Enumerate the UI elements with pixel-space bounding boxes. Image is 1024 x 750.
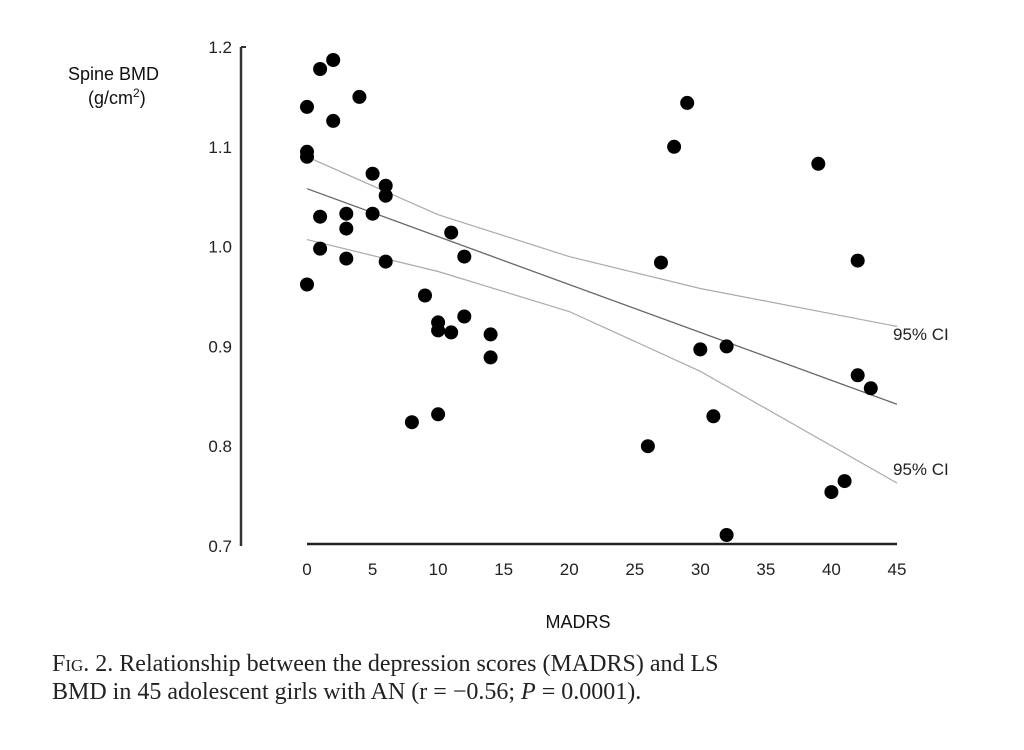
data-point [719,339,734,354]
data-point [378,188,393,203]
scatter-chart: 0.7 0.8 0.9 1.0 1.1 1.2 0 5 10 15 20 25 30 35 40 45 Sp… [68,38,949,632]
data-point [863,381,878,396]
x-tick-label: 35 [756,560,775,579]
x-tick-labels: 0 5 10 15 20 25 30 35 40 45 [302,560,906,579]
data-point [680,95,695,110]
data-point [378,178,393,193]
data-point [706,409,721,424]
data-point [418,288,432,303]
x-tick-label: 5 [368,560,377,579]
data-point [313,241,328,256]
data-point [431,407,446,422]
caption-line1: Relationship between the depression scor… [113,651,719,677]
data-point [667,139,682,154]
data-point [313,62,328,76]
data-point [300,149,314,164]
ci-lower-line [306,239,898,484]
x-tick-label: 45 [888,560,907,579]
x-tick-label: 15 [494,560,513,579]
data-point [300,277,314,292]
y-tick-label: 1.1 [208,138,232,157]
data-point [444,225,459,240]
x-tick-label: 30 [691,560,710,579]
caption-line2a: BMD in 45 adolescent girls with AN (r = … [52,679,522,705]
axes [239,46,897,546]
data-point [850,368,865,383]
data-point [313,209,328,224]
data-point [850,253,865,268]
data-point [339,206,354,221]
y-axis-unit-base: (g/cm [88,88,133,108]
data-point [404,415,419,430]
data-point [339,221,354,236]
y-axis-unit: (g/cm2) [88,86,146,108]
caption-fig-number: 2. [89,651,114,677]
data-point [483,350,498,365]
data-point [719,528,734,542]
caption-line2b: = 0.0001). [535,679,642,705]
y-axis-unit-end: ) [140,88,146,108]
ci-upper-line [306,156,898,327]
x-tick-label: 40 [822,560,841,579]
data-point [483,327,498,342]
data-point [640,439,655,454]
ci-lower-label: 95% CI [893,460,949,479]
data-point [365,206,380,221]
caption-fig-prefix: Fig. [52,651,90,677]
data-point [326,113,341,128]
data-point [378,254,393,269]
data-point [300,99,314,114]
fit-lines [306,156,898,484]
figure-caption: Fig. 2. Relationship between the depress… [52,650,992,706]
y-axis-title: Spine BMD [68,64,159,84]
data-point [431,323,446,338]
data-point [339,251,354,266]
x-tick-label: 20 [560,560,579,579]
y-tick-label: 0.8 [208,437,232,456]
data-point [457,249,472,264]
y-tick-label: 0.9 [208,337,232,356]
data-points [300,53,878,542]
y-tick-label: 0.7 [208,537,232,556]
data-point [365,166,380,181]
x-tick-label: 0 [302,560,311,579]
ci-upper-label: 95% CI [893,325,949,344]
y-tick-label: 1.0 [208,238,232,257]
data-point [811,156,826,171]
data-point [824,485,839,500]
y-axis-unit-sup: 2 [133,86,140,100]
data-point [352,89,367,104]
x-tick-label: 25 [625,560,644,579]
data-point [693,342,708,357]
regression-line [306,188,898,405]
data-point [457,309,472,324]
x-axis-title: MADRS [545,612,610,632]
caption-p: P [521,679,536,705]
data-point [654,255,668,270]
data-point [326,53,341,67]
data-point [837,474,852,489]
x-tick-label: 10 [429,560,448,579]
data-point [444,325,459,340]
y-tick-label: 1.2 [208,38,232,57]
y-tick-labels: 0.7 0.8 0.9 1.0 1.1 1.2 [208,38,232,556]
